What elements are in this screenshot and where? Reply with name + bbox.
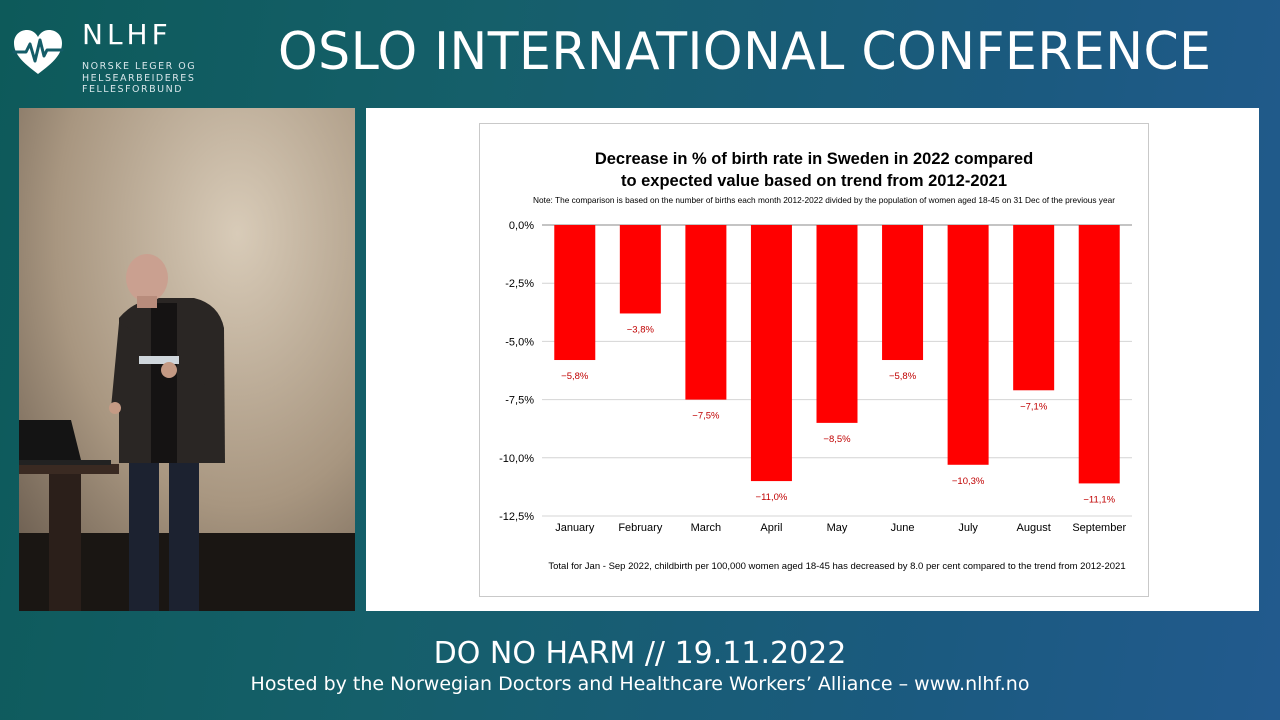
bar <box>947 225 989 465</box>
y-tick-label: -2,5% <box>505 278 534 290</box>
bar-chart: 0,0% -2,5% -5,0% -7,5% -10,0% -12,5% −5,8% Jan… <box>499 150 1132 572</box>
x-category-label: March <box>691 522 722 534</box>
bar <box>1013 225 1055 391</box>
y-tick-label: -7,5% <box>505 395 534 407</box>
chart-frame: 0,0% -2,5% -5,0% -7,5% -10,0% -12,5% −5,8% Jan… <box>479 123 1149 597</box>
bar-value-label: −5,8% <box>889 371 917 382</box>
speaker-video <box>19 108 355 611</box>
bar <box>554 225 596 361</box>
bar <box>619 225 661 314</box>
x-category-label: September <box>1072 522 1126 534</box>
x-category-label: January <box>555 522 595 534</box>
bar-value-label: −7,1% <box>1020 401 1048 412</box>
logo-subtitle: NORSKE LEGER OG HELSEARBEIDERES FELLESFO… <box>82 61 196 96</box>
x-category-label: May <box>827 522 848 534</box>
chart-note: Note: The comparison is based on the num… <box>533 195 1115 205</box>
bar <box>750 225 792 482</box>
bar <box>816 225 858 423</box>
x-category-label: April <box>760 522 782 534</box>
bar-value-label: −3,8% <box>627 324 655 335</box>
x-category-label: July <box>958 522 978 534</box>
bar <box>1078 225 1120 484</box>
logo-title: NLHF <box>82 18 172 51</box>
y-tick-label: -12,5% <box>499 511 534 523</box>
bar <box>882 225 924 361</box>
x-category-label: February <box>618 522 663 534</box>
bar-value-label: −11,0% <box>756 492 788 503</box>
chart-title-line-1: Decrease in % of birth rate in Sweden in… <box>595 150 1033 168</box>
presentation-slide: 0,0% -2,5% -5,0% -7,5% -10,0% -12,5% −5,8% Jan… <box>366 108 1259 611</box>
bar <box>685 225 727 400</box>
chart-title-line-2: to expected value based on trend from 20… <box>621 172 1007 190</box>
chart-footnote: Total for Jan - Sep 2022, childbirth per… <box>548 561 1125 572</box>
host-line: Hosted by the Norwegian Doctors and Heal… <box>250 673 1030 695</box>
x-category-label: June <box>891 522 915 534</box>
bar-value-label: −10,3% <box>952 476 985 487</box>
x-category-label: August <box>1017 522 1051 534</box>
bar-value-label: −11,1% <box>1083 494 1115 505</box>
logo-subtitle-line: FELLESFORBUND <box>82 84 184 95</box>
y-tick-label: -10,0% <box>499 453 534 465</box>
bar-value-label: −7,5% <box>692 411 720 422</box>
heart-logo-icon <box>12 30 64 74</box>
logo-subtitle-line: HELSEARBEIDERES <box>82 72 196 84</box>
bar-value-label: −8,5% <box>823 434 851 445</box>
bar-value-label: −5,8% <box>561 371 589 382</box>
y-tick-label: -5,0% <box>505 336 534 348</box>
logo-subtitle-line: NORSKE LEGER OG <box>82 61 197 72</box>
y-tick-label: 0,0% <box>509 220 534 232</box>
conference-title: OSLO INTERNATIONAL CONFERENCE <box>278 22 1212 82</box>
event-title: DO NO HARM // 19.11.2022 <box>433 636 847 671</box>
